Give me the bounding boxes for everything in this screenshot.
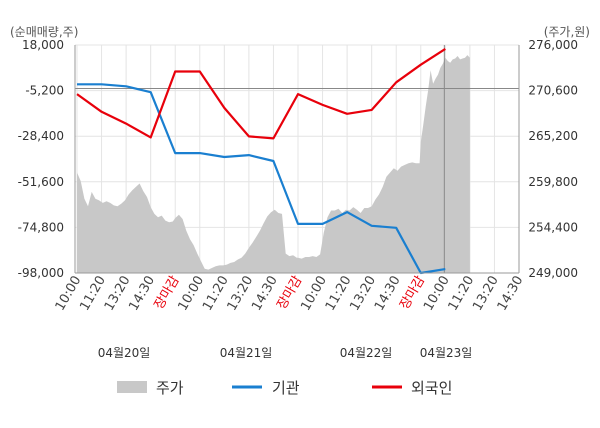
date-label: 04월22일 [340, 346, 393, 360]
left-tick-label: 18,000 [22, 38, 64, 52]
foreign-line [76, 47, 446, 140]
plot-frame [74, 45, 520, 274]
left-tick-label: -28,400 [18, 129, 64, 143]
left-axis-unit: (순매매량,주) [10, 25, 78, 39]
legend-price-swatch [117, 381, 147, 393]
reference-line-group [75, 45, 519, 273]
right-tick-label: 276,000 [528, 38, 578, 52]
right-tick-label: 249,000 [528, 266, 578, 280]
left-tick-label: -98,000 [18, 266, 64, 280]
institution-line [77, 83, 446, 275]
legend-institution-label: 기관 [272, 379, 300, 397]
series-lines-group [76, 47, 446, 275]
left-y-axis: 18,000 -5,200 -28,400 -51,600 -74,800 -98,000 [18, 38, 64, 280]
right-tick-label: 265,200 [528, 129, 578, 143]
right-tick-label: 254,400 [528, 220, 578, 234]
legend-price-label: 주가 [156, 379, 184, 397]
date-label: 04월20일 [98, 346, 151, 360]
x-tick-label: 14:30 [249, 274, 281, 314]
price-area-group [77, 55, 470, 273]
price-area [77, 55, 470, 273]
x-tick-label: 14:30 [372, 274, 404, 314]
right-y-axis: 276,000 270,600 265,200 259,800 254,400 249,0… [528, 38, 578, 280]
legend: 주가 기관 외국인 [117, 379, 452, 397]
right-tick-label: 270,600 [528, 84, 578, 98]
date-labels: 04월20일 04월21일 04월22일 04월23일 [98, 346, 473, 360]
left-tick-label: -74,800 [18, 220, 64, 234]
left-tick-label: -51,600 [18, 175, 64, 189]
x-axis: 10:0011:2013:2014:30장마감10:0011:2013:2014… [53, 273, 527, 313]
x-tick-label: 14:30 [126, 274, 158, 314]
legend-foreign-label: 외국인 [411, 379, 452, 397]
x-tick-label: 14:30 [495, 274, 527, 314]
left-tick-label: -5,200 [25, 84, 64, 98]
right-axis-unit: (주가,원) [544, 25, 590, 39]
date-label: 04월21일 [220, 346, 273, 360]
right-tick-label: 259,800 [528, 175, 578, 189]
date-label: 04월23일 [420, 346, 473, 360]
